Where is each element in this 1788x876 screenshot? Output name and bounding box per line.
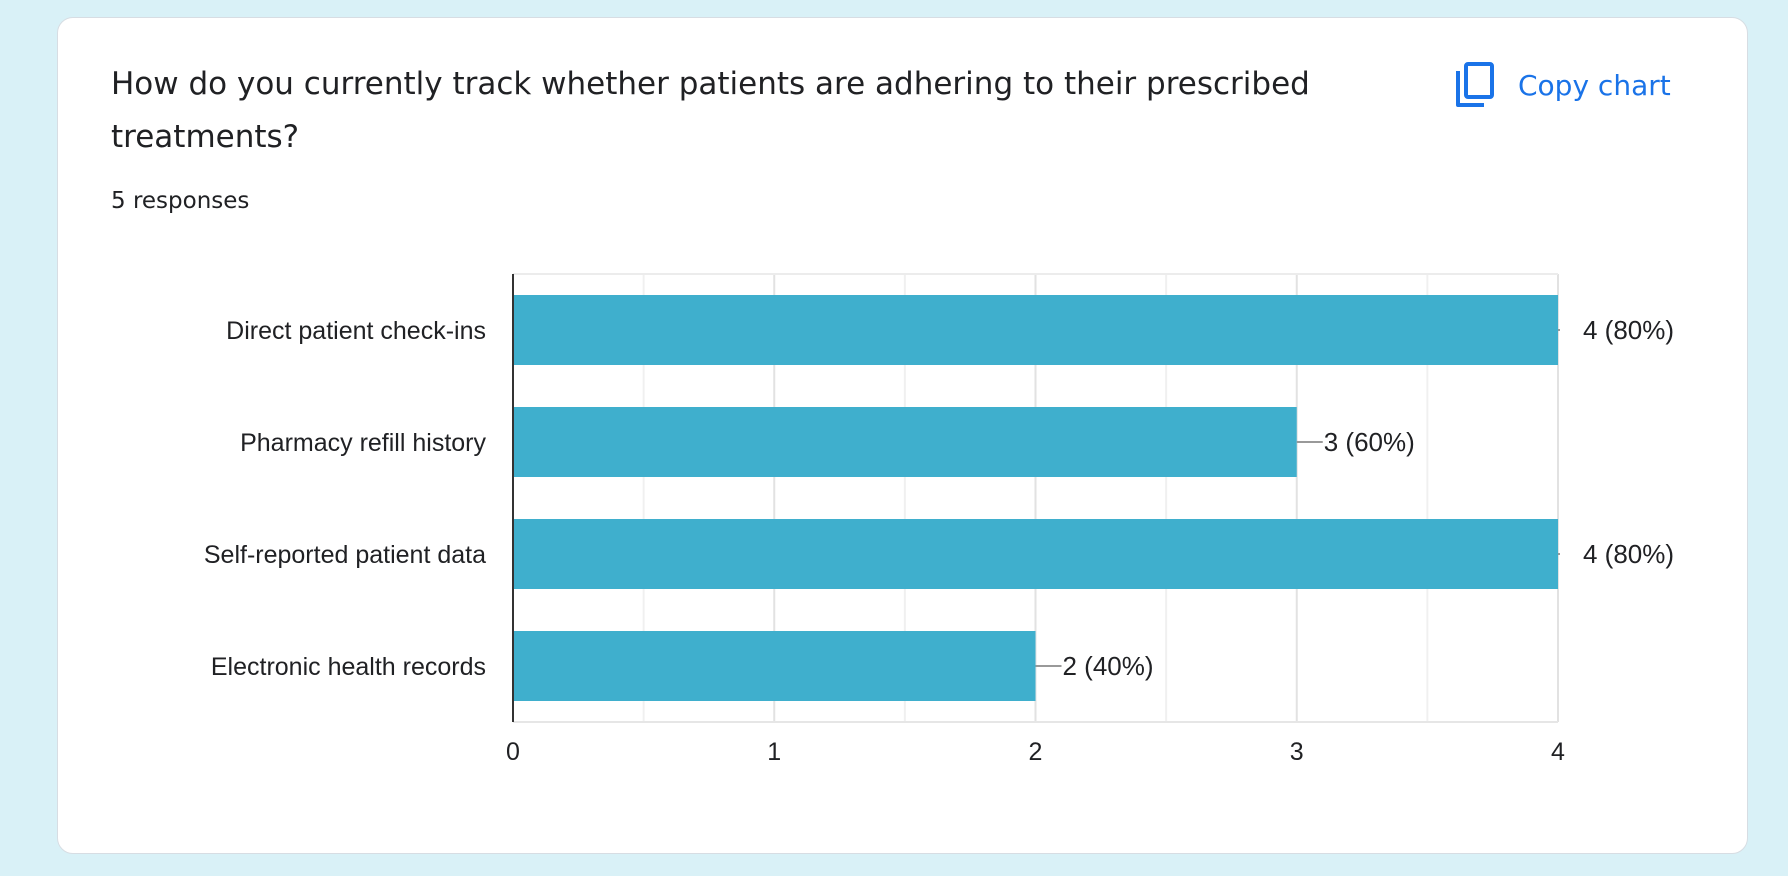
bar — [513, 519, 1558, 589]
chart-card: How do you currently track whether patie… — [57, 17, 1748, 854]
category-label: Electronic health records — [211, 653, 486, 681]
question-title: How do you currently track whether patie… — [111, 66, 1310, 155]
x-tick-label: 2 — [1029, 738, 1043, 766]
data-label: 2 (40%) — [1063, 651, 1154, 681]
data-label: 4 (80%) — [1583, 315, 1674, 345]
copy-content-icon — [1454, 61, 1496, 109]
bar — [513, 295, 1558, 365]
bar — [513, 631, 1036, 701]
category-label: Self-reported patient data — [204, 541, 486, 569]
data-label: 4 (80%) — [1583, 539, 1674, 569]
copy-chart-label: Copy chart — [1518, 68, 1671, 102]
x-tick-label: 3 — [1290, 738, 1304, 766]
category-label: Pharmacy refill history — [240, 429, 486, 457]
x-tick-label: 0 — [506, 738, 520, 766]
response-count: 5 responses — [111, 188, 250, 214]
copy-chart-button[interactable]: Copy chart — [1454, 60, 1671, 110]
x-tick-label: 1 — [767, 738, 781, 766]
x-tick-label: 4 — [1551, 738, 1565, 766]
bar — [513, 407, 1297, 477]
data-label: 3 (60%) — [1324, 427, 1415, 457]
category-label: Direct patient check-ins — [226, 317, 486, 345]
